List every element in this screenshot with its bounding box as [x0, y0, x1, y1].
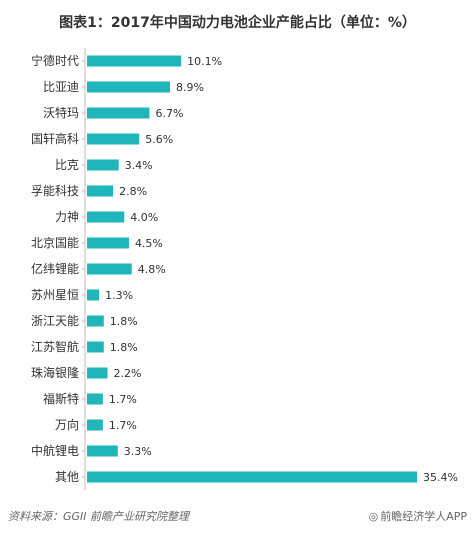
category-label: 浙江天能: [31, 314, 79, 328]
data-label: 3.3%: [124, 445, 152, 458]
bar: [87, 159, 119, 171]
category-label: 江苏智航: [31, 339, 79, 354]
bar: [87, 81, 170, 93]
category-label: 福斯特: [43, 391, 79, 406]
bar: [87, 471, 417, 483]
bar: [87, 211, 125, 223]
data-label: 2.2%: [114, 367, 142, 380]
bar: [87, 393, 103, 405]
bar: [87, 367, 108, 379]
category-label: 沃特玛: [43, 105, 79, 120]
data-label: 1.3%: [105, 289, 133, 302]
category-label: 其他: [55, 470, 79, 484]
category-label: 亿纬锂能: [31, 261, 79, 276]
data-label: 6.7%: [155, 107, 183, 120]
data-label: 5.6%: [145, 133, 173, 146]
bar: [87, 107, 150, 119]
bar: [87, 289, 100, 301]
data-label: 2.8%: [119, 185, 147, 198]
category-label: 孚能科技: [31, 184, 79, 198]
bar: [87, 263, 132, 275]
bar: [87, 237, 129, 249]
category-label: 宁德时代: [31, 53, 79, 68]
category-label: 比亚迪: [43, 80, 79, 94]
category-label: 国轩高科: [31, 131, 79, 146]
data-label: 1.8%: [110, 315, 138, 328]
bar: [87, 315, 104, 327]
bar: [87, 185, 114, 197]
data-label: 1.7%: [109, 393, 137, 406]
category-label: 苏州星恒: [31, 288, 79, 302]
category-label: 中航锂电: [31, 443, 79, 458]
category-label: 力神: [55, 210, 79, 224]
brand-credit: ◎ 前瞻经济学人APP: [369, 508, 467, 524]
data-label: 4.5%: [135, 237, 163, 250]
bar: [87, 445, 118, 457]
data-label: 8.9%: [176, 81, 204, 94]
source-note: 资料来源：GGII 前瞻产业研究院整理: [8, 510, 190, 523]
bar: [87, 341, 104, 353]
bar: [87, 419, 103, 431]
category-label: 珠海银隆: [31, 365, 79, 380]
brand-logo-icon: ◎: [368, 510, 379, 523]
bar-chart: 宁德时代 10.1% 比亚迪 8.9% 沃特玛 6.7% 国轩高科 5.6% 比克 3.4% 孚能科…: [31, 48, 458, 490]
data-label: 35.4%: [423, 471, 458, 484]
brand-label: 前瞻经济学人APP: [380, 510, 467, 523]
data-label: 3.4%: [125, 159, 153, 172]
category-label: 万向: [55, 417, 79, 432]
category-label: 比克: [55, 158, 79, 172]
bar: [87, 133, 140, 145]
data-label: 4.8%: [138, 263, 166, 276]
category-label: 北京国能: [31, 236, 79, 250]
data-label: 1.7%: [109, 419, 137, 432]
chart-title: 图表1：2017年中国动力电池企业产能占比（单位：%）: [59, 15, 416, 31]
data-label: 10.1%: [187, 55, 222, 68]
data-label: 1.8%: [110, 341, 138, 354]
data-label: 4.0%: [130, 211, 158, 224]
bar: [87, 55, 182, 67]
